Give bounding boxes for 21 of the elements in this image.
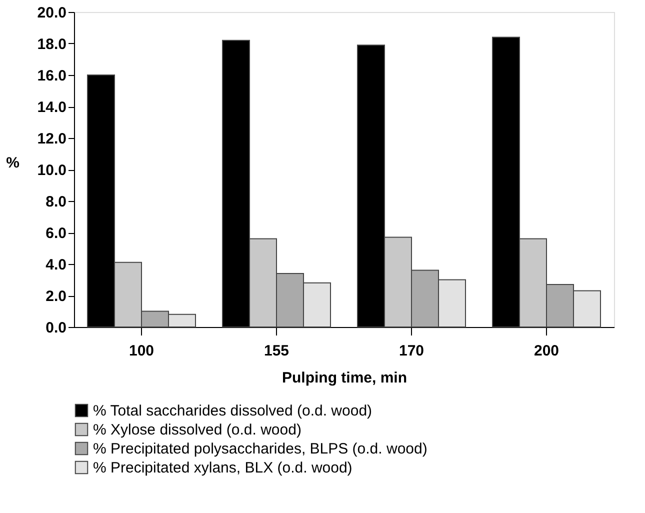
y-tick-label: 8.0: [46, 194, 66, 210]
legend-label: % Total saccharides dissolved (o.d. wood): [93, 402, 372, 420]
legend-label: % Xylose dissolved (o.d. wood): [93, 422, 302, 438]
y-tick-label: 20.0: [37, 4, 66, 22]
y-tick-label: 2.0: [46, 288, 66, 305]
legend-label: % Precipitated polysaccharides, BLPS (o.d. wood): [93, 440, 428, 458]
y-axis-title: %: [6, 154, 20, 172]
x-axis-title: Pulping time, min: [282, 370, 408, 386]
x-tick-label: 155: [264, 342, 290, 360]
y-tick-label: 10.0: [37, 162, 66, 179]
x-tick-label: 100: [128, 342, 154, 360]
y-tick-label: 18.0: [37, 36, 66, 53]
x-tick-label: 170: [398, 342, 424, 360]
y-tick-label: 4.0: [46, 256, 66, 274]
y-tick-label: 14.0: [37, 99, 66, 116]
y-tick-label: 12.0: [37, 130, 66, 148]
y-tick-label: 0.0: [46, 320, 66, 336]
legend-label: % Precipitated xylans, BLX (o.d. wood): [93, 460, 352, 476]
x-tick-label: 200: [534, 342, 560, 360]
y-tick-label: 6.0: [46, 225, 66, 242]
y-tick-label: 16.0: [37, 68, 66, 84]
